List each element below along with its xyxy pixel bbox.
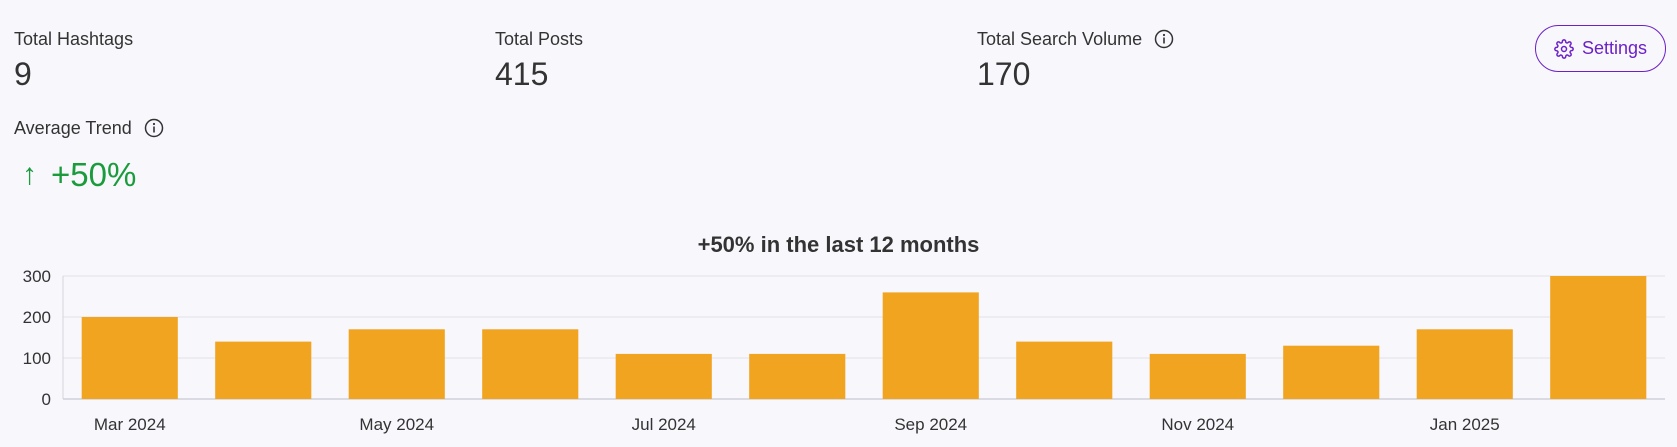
bar [1550,276,1647,399]
settings-button[interactable]: Settings [1535,25,1666,72]
x-tick-label: Nov 2024 [1161,415,1234,434]
x-tick-label: Mar 2024 [94,415,166,434]
stat-value: 170 [977,56,1031,92]
y-tick-label: 300 [23,267,51,286]
y-tick-label: 100 [23,349,51,368]
x-tick-label: Jan 2025 [1430,415,1500,434]
x-tick-label: Sep 2024 [894,415,967,434]
stat-average-trend: Average Trend [14,117,164,139]
bar [1283,345,1380,399]
bar [1149,353,1246,399]
bar [81,317,178,399]
stat-label: Average Trend [14,118,132,138]
bar [1016,341,1113,399]
gear-icon [1554,38,1574,59]
arrow-up-icon: ↑ [22,158,37,191]
stat-label-row: Average Trend [14,117,164,139]
trend-percentage: +50% [51,156,137,193]
bar [1416,329,1513,399]
stat-label: Total Hashtags [14,29,134,49]
stat-label: Total Posts [495,29,584,49]
chart-title: +50% in the last 12 months [697,232,980,257]
bar [749,353,846,399]
bar [615,353,712,399]
stat-total-search-volume: Total Search Volume 170 [977,28,1174,92]
trend-value: ↑ +50% [22,156,136,194]
chart-bars [81,276,1647,399]
info-icon[interactable] [144,118,164,138]
stat-label: Total Search Volume [977,29,1143,49]
bar [482,329,579,399]
stat-value: 9 [14,56,32,92]
x-tick-label: May 2024 [359,415,434,434]
stat-total-posts: Total Posts 415 [495,28,583,92]
stat-label-row: Total Search Volume [977,28,1174,50]
bar [348,329,445,399]
chart-grid [63,275,1665,400]
stat-value: 415 [495,56,549,92]
bar [215,341,312,399]
stat-total-hashtags: Total Hashtags 9 [14,28,133,92]
info-icon[interactable] [1154,29,1174,49]
bar [882,292,979,399]
settings-button-label: Settings [1581,38,1648,58]
y-tick-label: 0 [42,390,51,409]
x-tick-label: Jul 2024 [632,415,696,434]
chart-axes: 0 100 200 300 Mar 2024 May 2024 Jul 2024 Sep 20… [23,267,1500,434]
y-tick-label: 200 [23,308,51,327]
